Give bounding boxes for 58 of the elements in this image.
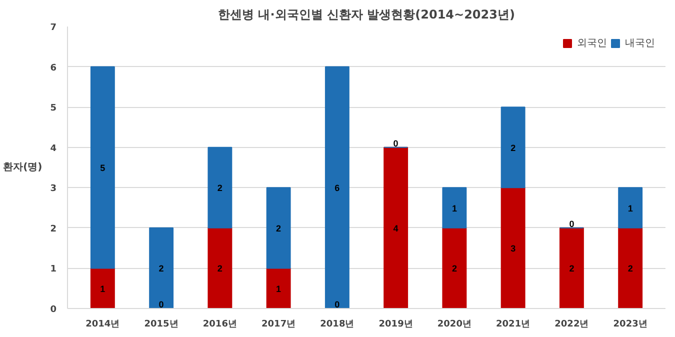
x-tick-label: 2022년 — [554, 320, 589, 330]
bar — [149, 227, 174, 308]
x-tick-label: 2015년 — [144, 320, 178, 330]
data-label: 3 — [510, 244, 516, 254]
data-label: 2 — [276, 223, 282, 234]
x-tick-label: 2020년 — [437, 320, 472, 330]
bar — [618, 187, 643, 228]
x-tick-label: 2018년 — [320, 320, 354, 330]
y-axis-title: 환자(명) — [3, 162, 42, 173]
data-label: 0 — [334, 300, 340, 310]
data-label: 0 — [393, 138, 398, 148]
y-tick-label: 0 — [50, 305, 57, 315]
data-label: 2 — [217, 264, 222, 274]
x-tick-label: 2021년 — [496, 320, 530, 330]
y-tick-label: 5 — [50, 104, 57, 114]
data-label: 1 — [100, 284, 106, 294]
legend-label: 내국인 — [625, 37, 655, 50]
y-tick-label: 1 — [50, 264, 57, 275]
data-label: 5 — [100, 163, 106, 173]
y-tick-label: 2 — [50, 224, 57, 234]
data-label: 1 — [628, 203, 633, 214]
x-tick-label: 2014년 — [86, 320, 120, 330]
bar — [208, 227, 232, 308]
x-tick-label: 2017년 — [262, 320, 296, 330]
y-tick-label: 7 — [50, 23, 57, 33]
legend-label: 외국인 — [577, 37, 607, 50]
data-label: 2 — [628, 264, 633, 274]
x-tick-label: 2019년 — [378, 320, 413, 330]
bar — [500, 106, 526, 188]
x-tick-label: 2023년 — [613, 320, 648, 330]
data-label: 6 — [334, 183, 340, 194]
x-tick-label: 2016년 — [202, 320, 237, 330]
data-label: 2 — [510, 142, 516, 153]
bar — [90, 268, 115, 308]
bar — [266, 187, 291, 269]
data-label: 0 — [158, 300, 164, 310]
bar — [324, 66, 350, 308]
y-tick-label: 4 — [50, 144, 57, 154]
bar — [90, 66, 115, 269]
data-label: 4 — [393, 223, 398, 234]
data-label: 2 — [569, 264, 574, 274]
data-label: 1 — [452, 203, 457, 214]
data-label: 2 — [217, 183, 222, 194]
data-label: 0 — [569, 218, 574, 229]
bar — [208, 146, 232, 228]
bar — [559, 227, 584, 308]
y-tick-label: 3 — [50, 184, 57, 194]
bar — [500, 187, 526, 308]
bar — [442, 227, 467, 308]
data-label: 2 — [158, 264, 164, 274]
bar — [442, 187, 467, 228]
data-label: 1 — [276, 284, 282, 294]
bar — [618, 227, 643, 308]
bar — [266, 268, 291, 308]
data-label: 2 — [452, 264, 457, 274]
bar — [384, 146, 408, 308]
chart-title: 한센병 내·외국인별 신환자 발생현황(2014~2023년) — [218, 8, 515, 22]
y-tick-label: 6 — [50, 63, 57, 74]
